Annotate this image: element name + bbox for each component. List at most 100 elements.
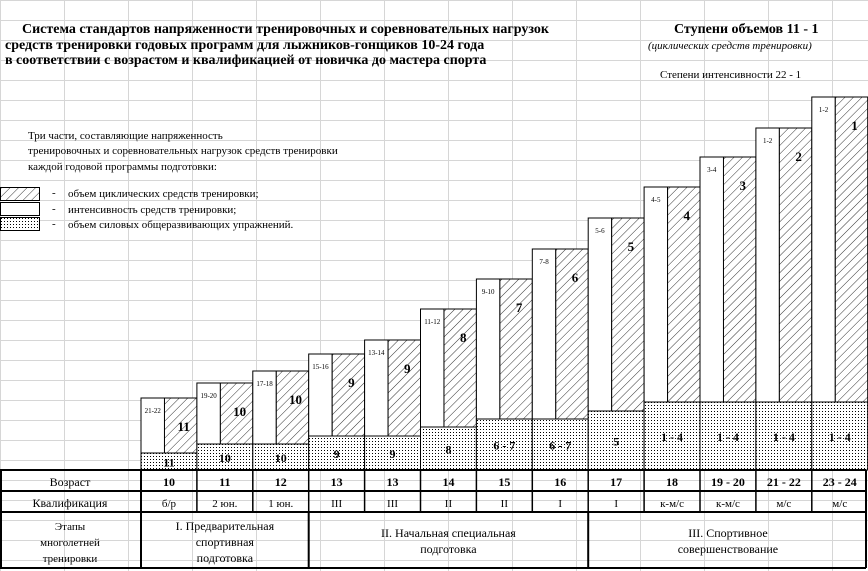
intensity-label-11: 1-2 (763, 137, 773, 145)
age-cell-6: 15 (498, 475, 510, 489)
strength-bar-10 (699, 401, 757, 471)
strength-bar-9 (643, 401, 701, 471)
qualification-row-label: Квалификация (33, 496, 108, 510)
cyclic-bar-7 (555, 248, 589, 420)
cyclic-bar-9 (667, 186, 701, 403)
stages-label-line-3: тренировки (43, 553, 98, 565)
legend-dash-1: - (52, 187, 56, 199)
qualification-cell-0: б/р (162, 498, 177, 510)
cyclic-bar-3 (331, 353, 366, 437)
stage-2-line-0: III. Спортивное (688, 526, 767, 540)
intensity-bar-10 (699, 156, 724, 403)
intensity-bar-12 (811, 96, 836, 403)
strength-label-1: 10 (219, 451, 231, 465)
cyclic-bar-11 (778, 127, 813, 403)
cyclic-bar-12 (834, 96, 868, 403)
intensity-label-8: 5-6 (595, 227, 605, 235)
stage-0-line-2: подготовка (197, 551, 254, 565)
age-cell-9: 18 (666, 475, 678, 489)
legend-swatch-hatch (0, 187, 40, 201)
intensity-bar-6 (475, 278, 501, 420)
age-cell-8: 17 (610, 475, 622, 489)
legend-swatch-plain (0, 202, 40, 216)
strength-label-10: 1 - 4 (717, 430, 739, 444)
age-cell-3: 13 (331, 475, 343, 489)
cyclic-label-5: 8 (460, 330, 467, 345)
age-row-label: Возраст (50, 475, 91, 489)
strength-label-5: 8 (445, 443, 451, 457)
qualification-cell-2: 1 юн. (268, 498, 293, 510)
intro-line-2: тренировочных и соревновательных нагрузо… (28, 145, 338, 157)
age-cell-5: 14 (442, 475, 454, 489)
cyclic-bar-6 (499, 278, 533, 420)
intensity-bar-11 (755, 127, 780, 403)
intro-line-3: каждой годовой программы подготовки: (28, 161, 217, 173)
qualification-cell-5: II (445, 498, 453, 510)
stage-1-line-0: II. Начальная специальная (381, 526, 516, 540)
strength-label-11: 1 - 4 (773, 430, 795, 444)
legend-dash-2: - (52, 203, 56, 215)
age-cell-0: 10 (163, 475, 175, 489)
age-cell-2: 12 (275, 475, 287, 489)
qualification-cell-12: м/с (832, 498, 847, 510)
stages-label-line-1: Этапы (55, 521, 86, 533)
intensity-note: Степени интенсивности 22 - 1 (660, 69, 802, 81)
legend-swatch-dots (0, 217, 40, 231)
cyclic-bar-4 (387, 339, 422, 437)
cyclic-bar-10 (722, 156, 757, 403)
intensity-bar-5 (420, 308, 445, 428)
age-cell-12: 23 - 24 (823, 475, 857, 489)
title-line-3: в соответствии с возрастом и квалификаци… (5, 53, 487, 68)
stages-label-line-2: многолетней (40, 537, 100, 549)
qualification-cell-6: II (501, 498, 509, 510)
cyclic-bar-5 (443, 308, 477, 428)
strength-label-3: 9 (334, 447, 340, 461)
intensity-label-12: 1-2 (819, 106, 829, 114)
qualification-cell-4: III (387, 498, 398, 510)
qualification-cell-10: к-м/с (716, 498, 740, 510)
age-cell-1: 11 (219, 475, 230, 489)
intensity-label-3: 15-16 (312, 363, 329, 371)
stage-0-line-1: спортивная (196, 535, 255, 549)
intensity-label-10: 3-4 (707, 166, 717, 174)
strength-label-12: 1 - 4 (829, 430, 851, 444)
age-cell-4: 13 (387, 475, 399, 489)
strength-label-2: 10 (275, 451, 287, 465)
legend-dash-3: - (52, 218, 56, 230)
strength-label-4: 9 (390, 447, 396, 461)
strength-label-0: 11 (163, 456, 174, 470)
strength-bar-6 (475, 418, 533, 471)
cyclic-label-10: 3 (739, 178, 746, 193)
age-cell-7: 16 (554, 475, 566, 489)
intensity-label-4: 13-14 (368, 349, 385, 357)
right-title: Ступени объемов 11 - 1 (674, 22, 819, 37)
legend-label-strength: объем силовых общеразвивающих упражнений… (68, 219, 294, 231)
intensity-bar-7 (531, 248, 557, 420)
qualification-cell-11: м/с (776, 498, 791, 510)
intensity-label-1: 19-20 (200, 392, 217, 400)
intensity-label-0: 21-22 (145, 407, 162, 415)
intensity-bar-8 (587, 217, 613, 412)
legend-label-cyclic: объем циклических средств тренировки; (68, 188, 259, 200)
intensity-label-5: 11-12 (424, 318, 441, 326)
qualification-cell-9: к-м/с (660, 498, 684, 510)
strength-bar-4 (364, 435, 422, 471)
cyclic-label-11: 2 (795, 149, 802, 164)
qualification-cell-1: 2 юн. (212, 498, 237, 510)
cyclic-label-1: 10 (233, 404, 246, 419)
cyclic-label-12: 1 (851, 118, 858, 133)
intensity-label-6: 9-10 (482, 288, 495, 296)
cyclic-label-0: 11 (178, 419, 190, 434)
legend-label-intensity: интенсивность средств тренировки; (68, 204, 237, 216)
title-line-1: Система стандартов напряженности трениро… (22, 22, 549, 37)
age-cell-11: 21 - 22 (767, 475, 801, 489)
cyclic-label-2: 10 (289, 392, 302, 407)
intro-line-1: Три части, составляющие напряженность (28, 130, 223, 142)
strength-bar-12 (811, 401, 868, 471)
qualification-cell-3: III (331, 498, 342, 510)
intensity-label-9: 4-5 (651, 196, 661, 204)
cyclic-label-7: 6 (572, 270, 579, 285)
stage-1-line-1: подготовка (420, 542, 477, 556)
right-subtitle: (циклических средств тренировки) (648, 40, 812, 52)
